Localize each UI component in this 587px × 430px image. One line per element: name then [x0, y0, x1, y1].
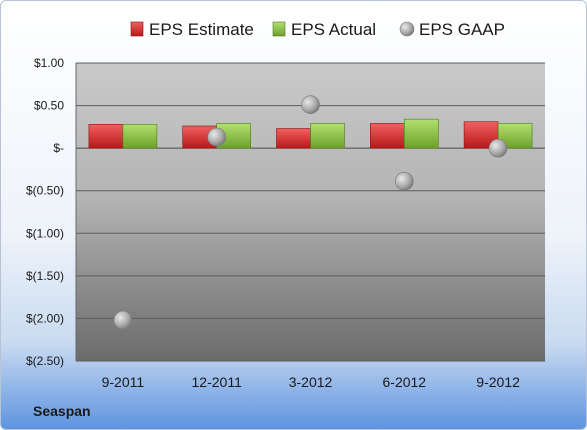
point-eps-gaap — [488, 138, 508, 158]
legend-label: EPS Actual — [291, 20, 376, 39]
y-tick-label: $0.50 — [34, 99, 64, 113]
x-tick-label: 9-2011 — [102, 374, 145, 390]
legend-item-eps-actual: EPS Actual — [272, 20, 376, 39]
bar-eps-estimate — [88, 124, 124, 149]
point-eps-gaap — [301, 95, 320, 115]
company-label: Seaspan — [33, 403, 91, 419]
y-tick-label: $(0.50) — [26, 184, 64, 198]
bar-eps-estimate — [276, 128, 311, 149]
point-eps-gaap — [113, 310, 133, 330]
legend-label: EPS GAAP — [419, 20, 505, 39]
bar-eps-actual — [122, 124, 158, 149]
x-axis-ticks: 9-2011 12-2011 3-2012 6-2012 9-2012 — [102, 374, 520, 390]
legend-item-eps-estimate: EPS Estimate — [130, 20, 254, 39]
legend: EPS Estimate EPS Actual EPS GAAP — [130, 20, 505, 39]
legend-swatch — [130, 21, 144, 37]
y-tick-label: $(2.50) — [26, 354, 64, 368]
y-axis-ticks: $1.00 $0.50 $- $(0.50) $(1.00) $(1.50) $(2.00)… — [26, 56, 64, 368]
legend-swatch — [399, 21, 415, 37]
x-tick-label: 12-2011 — [192, 374, 243, 390]
y-tick-label: $(1.00) — [26, 226, 64, 240]
y-tick-label: $(1.50) — [26, 269, 64, 283]
legend-label: EPS Estimate — [149, 20, 254, 39]
y-tick-label: $- — [53, 141, 64, 155]
x-tick-label: 9-2012 — [476, 374, 520, 390]
bar-eps-actual — [403, 118, 439, 149]
x-tick-label: 6-2012 — [383, 374, 427, 390]
bar-eps-estimate — [369, 123, 405, 149]
x-tick-label: 3-2012 — [289, 374, 333, 390]
point-eps-gaap — [394, 172, 414, 191]
legend-item-eps-gaap: EPS GAAP — [399, 20, 505, 39]
legend-swatch — [272, 21, 286, 37]
point-eps-gaap — [207, 127, 226, 147]
y-tick-label: $1.00 — [34, 56, 64, 70]
y-tick-label: $(2.00) — [26, 311, 64, 325]
gaap-points — [113, 95, 508, 330]
bar-eps-actual — [310, 123, 345, 149]
